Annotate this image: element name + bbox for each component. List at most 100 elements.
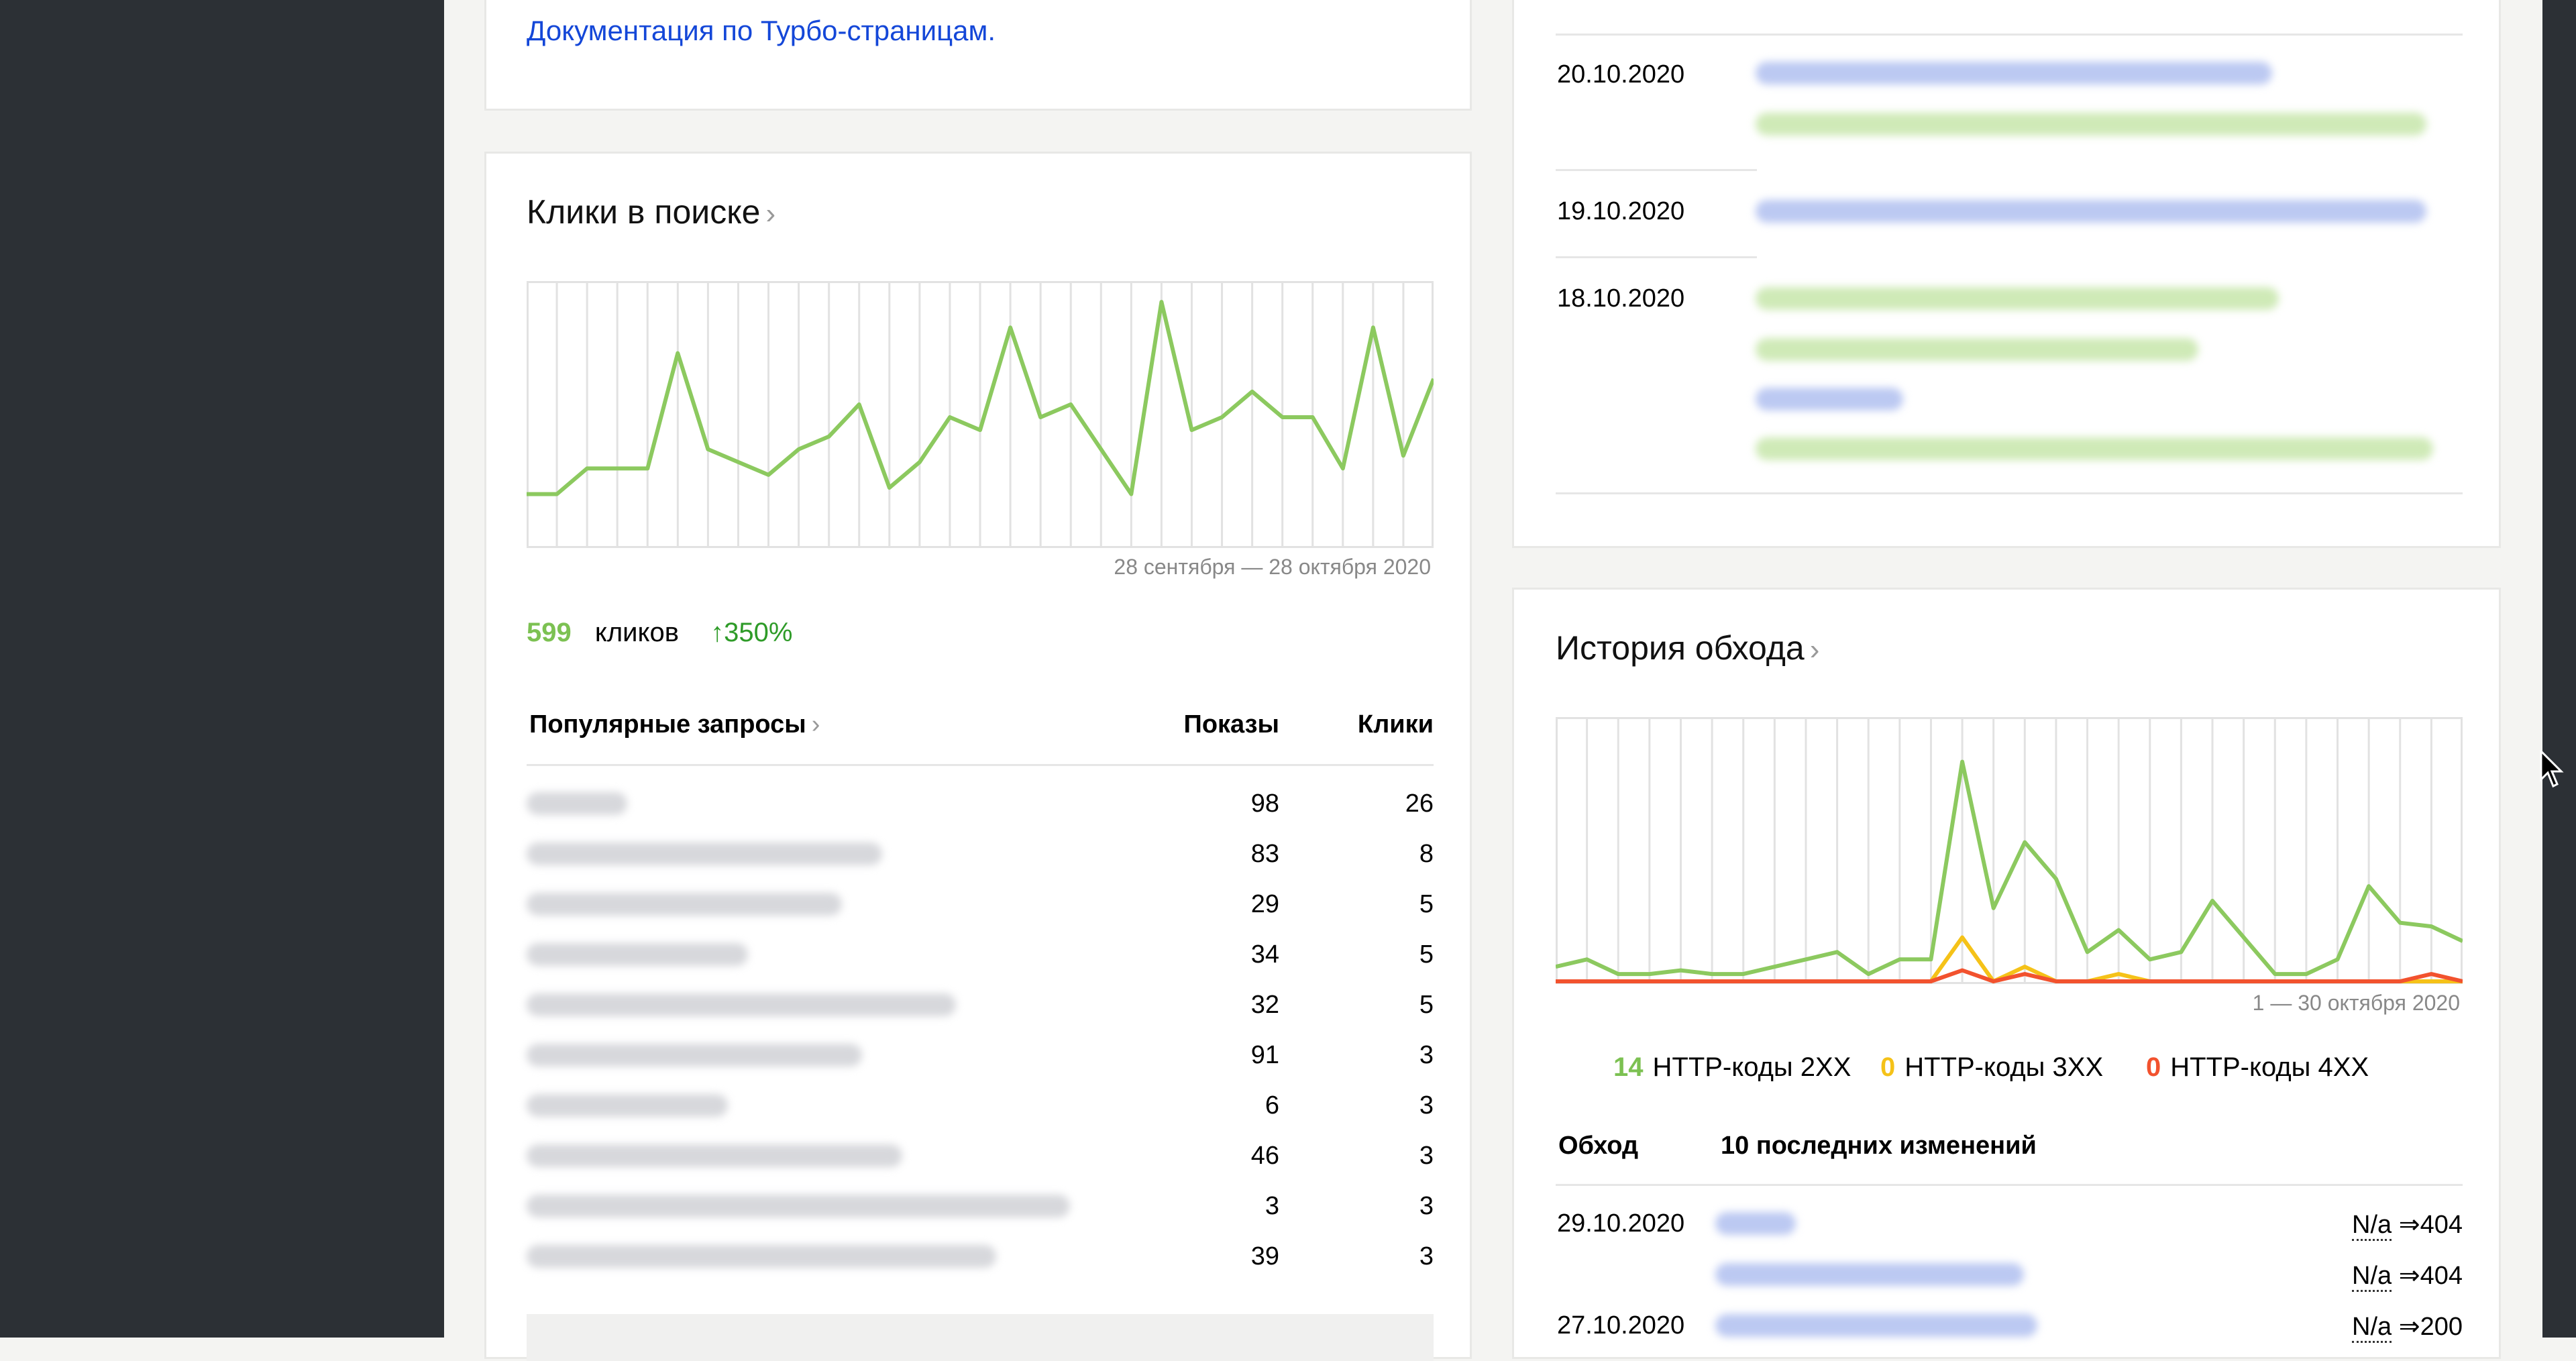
query-clicks: 5 [1419,890,1434,918]
blurred-query [527,1044,862,1067]
blurred-query [527,1195,1070,1217]
query-clicks: 3 [1419,1041,1434,1069]
clicks-summary: 599 кликов ↑350% [527,618,792,648]
legend-2xx-label: HTTP-коды 2XX [1652,1052,1851,1082]
change-date: 19.10.2020 [1557,197,1685,225]
arrow-right-icon: ⇒ [2398,1211,2420,1239]
query-clicks: 5 [1419,940,1434,969]
left-dark-area [0,0,444,1338]
chart-frame [1556,717,2463,984]
query-clicks: 3 [1419,1192,1434,1220]
arrow-right-icon: ⇒ [2398,1313,2420,1341]
legend-4xx[interactable]: 0 HTTP-коды 4XX [2146,1052,2369,1083]
query-shows: 91 [1250,1041,1279,1069]
series-line-2 [1556,968,2463,983]
table-divider [1556,1184,2463,1186]
legend-3xx[interactable]: 0 HTTP-коды 3XX [1880,1052,2103,1083]
popular-queries-label: Популярные запросы [529,710,806,739]
status-change: N/a ⇒404 [2326,1260,2463,1292]
shows-header: Показы [1183,710,1279,739]
search-clicks-period: 28 сентября — 28 октября 2020 [1114,555,1431,579]
blurred-query [527,943,748,966]
chevron-right-icon: › [1809,633,1820,666]
chevron-right-icon: › [765,197,776,230]
row-divider [1556,34,2463,36]
blurred-query [527,792,627,815]
mouse-cursor-icon [2540,750,2564,788]
crawl-period: 1 — 30 октября 2020 [2252,991,2460,1015]
query-clicks: 26 [1405,790,1434,818]
crawl-column-header: Обход [1558,1132,1639,1160]
status-to: 404 [2420,1262,2463,1290]
row-divider [1556,256,1757,258]
status-change: N/a ⇒200 [2326,1311,2463,1343]
change-date: 20.10.2020 [1557,60,1685,89]
blurred-url [1756,200,2426,223]
blurred-url [1715,1263,2024,1286]
query-shows: 98 [1250,790,1279,818]
clicks-growth: ↑350% [710,618,793,647]
blurred-url [1756,388,1903,411]
query-shows: 3 [1265,1192,1279,1220]
arrow-right-icon: ⇒ [2398,1262,2420,1290]
query-clicks: 3 [1419,1242,1434,1270]
status-to: 404 [2420,1211,2463,1239]
query-clicks: 3 [1419,1091,1434,1120]
turbo-docs-link[interactable]: Документация по Турбо-страницам. [527,15,996,46]
status-to: 200 [2420,1313,2463,1341]
blurred-url [1756,113,2426,135]
query-shows: 46 [1250,1142,1279,1170]
table-divider [527,764,1434,766]
series-line-0 [527,300,1434,496]
query-shows: 39 [1250,1242,1279,1270]
legend-4xx-value: 0 [2146,1052,2161,1082]
series-line-0 [1556,759,2463,977]
chevron-right-icon: › [811,710,820,739]
recent-changes-card: 20.10.2020 19.10.2020 18.10.2020 [1512,0,2501,548]
query-clicks: 3 [1419,1142,1434,1170]
query-shows: 34 [1250,940,1279,969]
blurred-query [527,893,842,916]
popular-queries-header[interactable]: Популярные запросы › [529,710,820,739]
blurred-query [527,842,882,865]
row-divider [1556,169,1757,171]
query-shows: 29 [1250,890,1279,918]
blurred-url [1715,1314,2037,1337]
search-clicks-card: Клики в поиске › 28 сентября — 28 октября… [484,152,1472,1361]
crawl-history-card: История обхода › 1 — 30 октября 2020 14 HT… [1512,588,2501,1359]
blurred-url [1756,62,2272,85]
crawl-date: 29.10.2020 [1557,1209,1685,1238]
query-clicks: 5 [1419,991,1434,1019]
blurred-query [527,1245,996,1268]
clicks-header: Клики [1357,710,1434,739]
change-date: 18.10.2020 [1557,284,1685,313]
search-clicks-title[interactable]: Клики в поиске › [527,193,775,231]
clicks-total: 599 [527,618,572,647]
legend-2xx-value: 14 [1613,1052,1644,1082]
clicks-unit: кликов [594,618,679,647]
query-shows: 83 [1250,840,1279,868]
status-from[interactable]: N/a [2352,1262,2392,1292]
blurred-query [527,1094,728,1117]
legend-2xx[interactable]: 14 HTTP-коды 2XX [1613,1052,1851,1083]
crawl-history-title[interactable]: История обхода › [1556,629,1819,667]
crawl-date: 27.10.2020 [1557,1311,1685,1340]
query-shows: 32 [1250,991,1279,1019]
crawl-history-title-text: История обхода [1556,629,1805,667]
status-change: N/a ⇒404 [2326,1209,2463,1241]
query-shows: 6 [1265,1091,1279,1120]
search-clicks-chart [527,281,1434,548]
more-queries-bar[interactable] [527,1314,1434,1361]
blurred-query [527,1144,902,1167]
blurred-query [527,993,956,1016]
legend-3xx-label: HTTP-коды 3XX [1904,1052,2104,1082]
blurred-url [1715,1212,1796,1235]
status-from[interactable]: N/a [2352,1313,2392,1343]
blurred-url [1756,287,2279,310]
status-from[interactable]: N/a [2352,1211,2392,1241]
legend-4xx-label: HTTP-коды 4XX [2170,1052,2369,1082]
crawl-history-chart [1556,717,2463,984]
right-dark-area [2542,0,2576,1338]
query-clicks: 8 [1419,840,1434,868]
search-clicks-title-text: Клики в поиске [527,193,761,231]
